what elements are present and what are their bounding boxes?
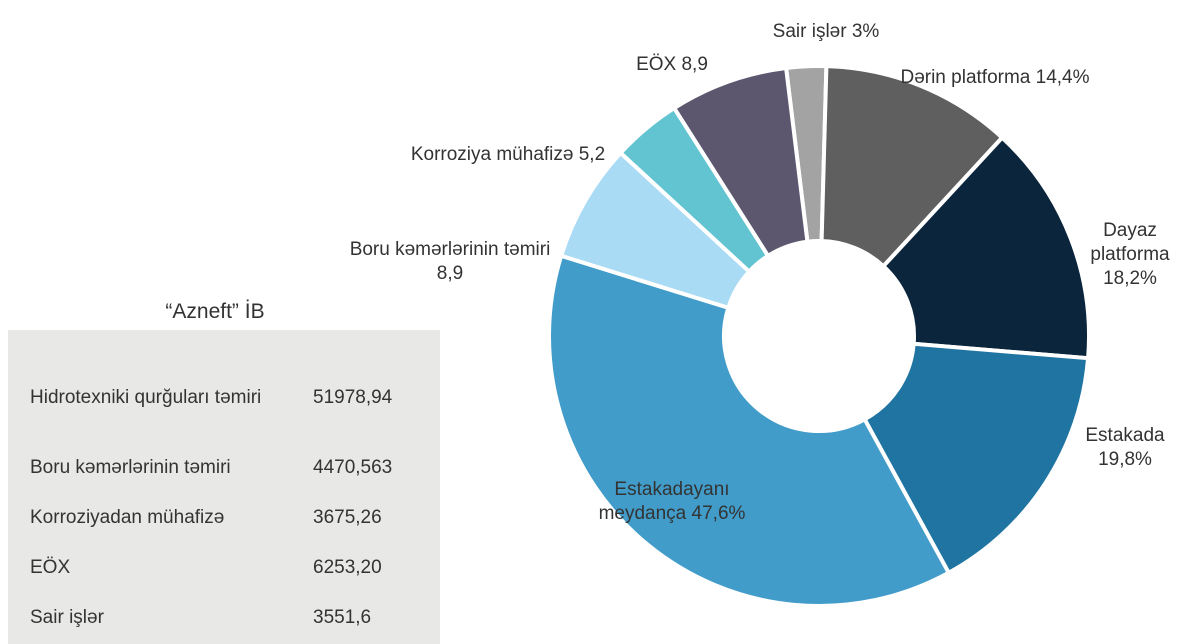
slice-name: Estakada xyxy=(1085,425,1165,446)
slice-value: 14,4% xyxy=(1035,67,1090,88)
row-value: 3675,26 xyxy=(313,507,382,528)
row-value: 3551,6 xyxy=(313,607,372,628)
slice xyxy=(547,253,952,608)
slice-name: Boru kəmərlərinin təmiri xyxy=(349,239,551,260)
slice-value: 5,2 xyxy=(578,144,606,165)
row-name: Sair işlər xyxy=(30,607,104,628)
slice-name: Dayaz platforma xyxy=(1090,220,1170,265)
slice-name: Estakadayanı meydança xyxy=(598,479,730,524)
table-title: “Azneft” İB xyxy=(165,300,265,323)
slice-label: Dayaz platforma 18,2% xyxy=(1075,219,1185,291)
slice-label: Estakadayanı meydança 47,6% xyxy=(587,478,757,526)
slice-label: EÖX 8,9 xyxy=(632,53,712,77)
slice xyxy=(819,64,1005,270)
slice-label: Sair işlər 3% xyxy=(756,20,896,44)
slice-label: Boru kəmərlərinin təmiri 8,9 xyxy=(340,238,560,286)
slice-name: EÖX xyxy=(636,54,677,75)
slice-name: Sair işlər xyxy=(772,21,847,42)
slice-value: 8,9 xyxy=(436,263,464,284)
slice xyxy=(861,341,1091,576)
row-value: 6253,20 xyxy=(313,557,382,578)
slice-name: Dərin platforma xyxy=(900,67,1031,88)
slice-value: 47,6% xyxy=(691,503,746,524)
slice-label: Estakada 19,8% xyxy=(1070,424,1180,472)
row-name: Korroziyadan mühafizə xyxy=(30,507,225,528)
row-name: Hidrotexniki qurğuları təmiri xyxy=(30,387,262,408)
slice-value: 8,9 xyxy=(681,54,708,75)
row-value: 51978,94 xyxy=(313,387,393,408)
row-name: EÖX xyxy=(30,557,71,578)
slice xyxy=(671,65,810,259)
row-name: Boru kəmərlərinin təmiri xyxy=(30,457,231,478)
slice-value: 19,8% xyxy=(1098,449,1152,470)
slice-name: Korroziya mühafizə xyxy=(410,144,574,165)
slice-label: Dərin platforma 14,4% xyxy=(895,66,1095,90)
row-value: 4470,563 xyxy=(313,457,393,478)
slice-value: 3% xyxy=(851,21,880,42)
slice-label: Korroziya mühafizə 5,2 xyxy=(398,143,618,167)
slice-value: 18,2% xyxy=(1103,268,1157,289)
table: Hidrotexniki qurğuları təmiri 51978,94 Bor… xyxy=(8,330,440,644)
slice xyxy=(880,134,1091,361)
